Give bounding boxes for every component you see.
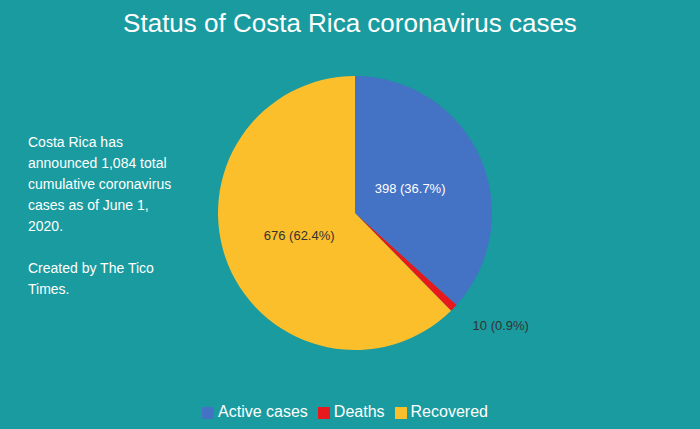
svg-text:676 (62.4%): 676 (62.4%): [264, 228, 335, 243]
svg-text:398 (36.7%): 398 (36.7%): [375, 181, 446, 196]
html-text:Recovered: Recovered: [410, 403, 488, 420]
html-text:Status of Costa Rica coronavir: Status of Costa Rica coronavirus cases: [123, 8, 577, 38]
html-text:Costa Rica has announced 1,084: Costa Rica has announced 1,084 total cum…: [28, 134, 172, 234]
html-text:Active cases: Active cases: [218, 403, 308, 420]
html-text:Deaths: Deaths: [333, 403, 385, 420]
html-text:Created by The Tico Times.: Created by The Tico Times.: [28, 260, 154, 297]
svg-text:10 (0.9%): 10 (0.9%): [473, 318, 529, 333]
